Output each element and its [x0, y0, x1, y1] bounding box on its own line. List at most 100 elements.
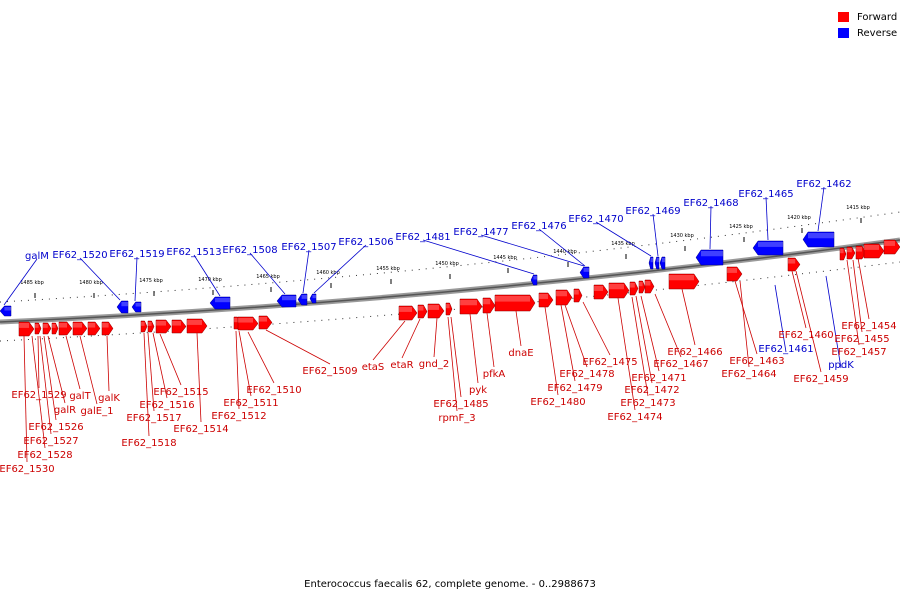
gene-label[interactable]: EF62_1514 [173, 424, 228, 435]
gene-label[interactable]: galR [54, 405, 76, 416]
gene-label[interactable]: EF62_1464 [721, 369, 776, 380]
gene-label[interactable]: EF62_1469 [625, 206, 680, 217]
reverse-gene-arrow[interactable] [695, 249, 724, 266]
forward-gene-arrow[interactable] [51, 322, 59, 335]
reverse-gene-arrow[interactable] [116, 300, 129, 314]
gene-label[interactable]: EF62_1508 [222, 245, 277, 256]
gene-label[interactable]: galT [69, 391, 91, 402]
reverse-gene-arrow[interactable] [659, 256, 666, 270]
gene-label[interactable]: EF62_1462 [796, 179, 851, 190]
gene-label[interactable]: EF62_1465 [738, 189, 793, 200]
forward-gene-arrow[interactable] [155, 319, 172, 334]
forward-gene-arrow[interactable] [608, 282, 630, 299]
gene-label[interactable]: rpmF_3 [438, 413, 475, 424]
gene-label[interactable]: EF62_1472 [624, 385, 679, 396]
forward-gene-arrow[interactable] [459, 298, 483, 315]
forward-gene-arrow[interactable] [629, 281, 639, 296]
gene-label[interactable]: EF62_1520 [52, 250, 107, 261]
reverse-gene-arrow[interactable] [654, 256, 660, 270]
reverse-gene-arrow[interactable] [131, 301, 142, 313]
gene-label[interactable]: EF62_1509 [302, 366, 357, 377]
gene-label[interactable]: galM [25, 251, 49, 262]
forward-gene-arrow[interactable] [494, 294, 536, 312]
forward-gene-arrow[interactable] [58, 321, 73, 336]
reverse-gene-arrow[interactable] [648, 256, 654, 270]
forward-gene-arrow[interactable] [147, 320, 155, 333]
gene-label[interactable]: EF62_1474 [607, 412, 662, 423]
gene-label[interactable]: etaS [362, 362, 385, 373]
forward-gene-arrow[interactable] [258, 315, 273, 330]
gene-label[interactable]: EF62_1507 [281, 242, 336, 253]
gene-label[interactable]: EF62_1455 [834, 334, 889, 345]
gene-label[interactable]: EF62_1519 [109, 249, 164, 260]
forward-gene-arrow[interactable] [555, 289, 573, 306]
gene-label[interactable]: EF62_1485 [433, 399, 488, 410]
gene-label[interactable]: EF62_1463 [729, 356, 784, 367]
forward-gene-arrow[interactable] [538, 292, 554, 308]
gene-label[interactable]: EF62_1471 [631, 373, 686, 384]
gene-label[interactable]: etaR [390, 360, 413, 371]
gene-label[interactable]: EF62_1460 [778, 330, 833, 341]
gene-label[interactable]: EF62_1467 [653, 359, 708, 370]
gene-label[interactable]: gnd_2 [419, 359, 449, 370]
gene-label[interactable]: EF62_1516 [139, 400, 194, 411]
reverse-gene-arrow[interactable] [752, 240, 784, 256]
reverse-gene-arrow[interactable] [209, 296, 231, 310]
forward-gene-arrow[interactable] [417, 304, 428, 319]
forward-gene-arrow[interactable] [72, 321, 88, 336]
reverse-gene-arrow[interactable] [297, 293, 308, 306]
gene-label[interactable]: EF62_1512 [211, 411, 266, 422]
gene-label[interactable]: EF62_1530 [0, 464, 55, 475]
gene-label[interactable]: EF62_1454 [841, 321, 896, 332]
reverse-gene-arrow[interactable] [579, 266, 590, 279]
gene-label[interactable]: EF62_1466 [667, 347, 722, 358]
gene-label[interactable]: EF62_1513 [166, 247, 221, 258]
gene-label[interactable]: galK [98, 393, 120, 404]
gene-label[interactable]: EF62_1515 [153, 387, 208, 398]
gene-label[interactable]: EF62_1517 [126, 413, 181, 424]
gene-label[interactable]: pfkA [483, 369, 506, 380]
forward-gene-arrow[interactable] [482, 297, 496, 314]
gene-label[interactable]: EF62_1481 [395, 232, 450, 243]
forward-gene-arrow[interactable] [726, 266, 743, 282]
gene-label[interactable]: dnaE [508, 348, 533, 359]
forward-gene-arrow[interactable] [237, 316, 259, 331]
gene-label[interactable]: pyk [469, 385, 487, 396]
gene-label[interactable]: ppdK [828, 360, 854, 371]
gene-label[interactable]: EF62_1476 [511, 221, 566, 232]
forward-gene-arrow[interactable] [445, 302, 453, 316]
gene-label[interactable]: EF62_1529 [11, 390, 66, 401]
forward-gene-arrow[interactable] [42, 322, 52, 335]
gene-label[interactable]: EF62_1470 [568, 214, 623, 225]
forward-gene-arrow[interactable] [593, 284, 609, 300]
gene-label[interactable]: EF62_1526 [28, 422, 83, 433]
forward-gene-arrow[interactable] [787, 257, 801, 272]
forward-gene-arrow[interactable] [846, 246, 856, 260]
gene-label[interactable]: EF62_1459 [793, 374, 848, 385]
gene-label[interactable]: EF62_1479 [547, 383, 602, 394]
forward-gene-arrow[interactable] [101, 321, 114, 336]
forward-gene-arrow[interactable] [18, 321, 35, 337]
forward-gene-arrow[interactable] [883, 239, 900, 255]
gene-label[interactable]: EF62_1511 [223, 398, 278, 409]
reverse-gene-arrow[interactable] [0, 305, 12, 317]
gene-label[interactable]: EF62_1477 [453, 227, 508, 238]
reverse-gene-arrow[interactable] [309, 293, 317, 304]
forward-gene-arrow[interactable] [87, 321, 101, 336]
forward-gene-arrow[interactable] [427, 303, 445, 319]
forward-gene-arrow[interactable] [863, 243, 885, 259]
gene-label[interactable]: EF62_1527 [23, 436, 78, 447]
forward-gene-arrow[interactable] [140, 320, 148, 333]
gene-label[interactable]: EF62_1457 [831, 347, 886, 358]
forward-gene-arrow[interactable] [171, 319, 187, 334]
forward-gene-arrow[interactable] [398, 305, 418, 321]
forward-gene-arrow[interactable] [573, 288, 583, 303]
gene-label[interactable]: EF62_1480 [530, 397, 585, 408]
gene-label[interactable]: EF62_1475 [582, 357, 637, 368]
gene-label[interactable]: galE_1 [81, 406, 114, 417]
forward-gene-arrow[interactable] [839, 247, 847, 261]
reverse-gene-arrow[interactable] [530, 274, 538, 286]
forward-gene-arrow[interactable] [34, 322, 42, 335]
gene-label[interactable]: EF62_1528 [17, 450, 72, 461]
gene-label[interactable]: EF62_1461 [758, 344, 813, 355]
